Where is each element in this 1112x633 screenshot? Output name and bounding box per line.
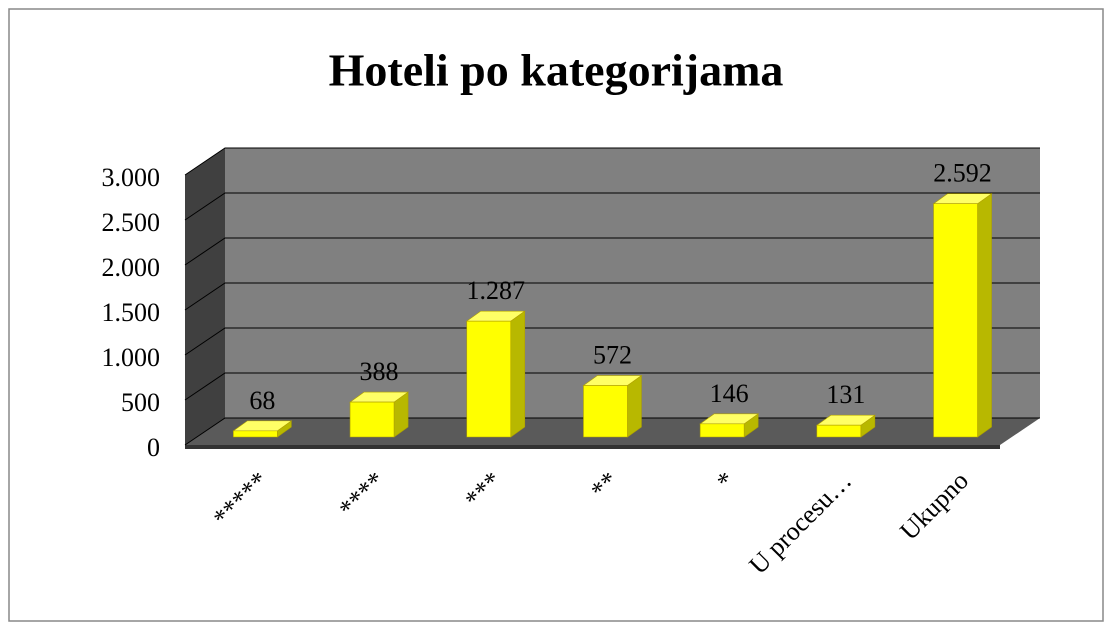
grid-line: [184, 237, 1040, 266]
grid-line: [184, 417, 1040, 446]
data-label: 131: [826, 380, 865, 409]
grid-line: [184, 327, 1040, 356]
grid-line: [184, 192, 1040, 221]
y-tick-label: 1.000: [102, 343, 161, 372]
bar-front: [466, 320, 512, 438]
floor-edge: [185, 445, 1000, 449]
grid-line: [184, 282, 1040, 311]
bar-front: [349, 401, 395, 438]
bar: [932, 193, 993, 438]
bar-side: [510, 310, 526, 438]
data-label: 2.592: [933, 159, 992, 188]
bar: [699, 413, 760, 438]
y-tick-label: 2.500: [102, 208, 161, 237]
bar-front: [233, 430, 278, 438]
y-tick-label: 500: [121, 388, 160, 417]
data-label: 146: [710, 379, 749, 408]
y-tick-label: 0: [147, 433, 160, 462]
bar: [465, 310, 526, 438]
bar: [232, 420, 293, 438]
data-label: 68: [249, 386, 275, 415]
grid-line: [184, 147, 1040, 176]
bar: [349, 391, 409, 438]
bar: [582, 374, 643, 438]
bar-front: [699, 423, 745, 438]
y-tick-label: 1.500: [102, 298, 161, 327]
y-tick-label: 2.000: [102, 253, 161, 282]
data-label: 388: [360, 357, 399, 386]
chart-title: Hoteli po kategorijama: [329, 45, 784, 96]
bar-front: [583, 385, 628, 438]
y-tick-label: 3.000: [102, 163, 161, 192]
bar-side: [627, 374, 642, 438]
bar: [815, 414, 876, 438]
bar-front: [816, 424, 862, 438]
bar-side: [977, 193, 992, 438]
grid-line: [184, 372, 1040, 401]
data-label: 572: [593, 340, 632, 369]
data-label: 1.287: [467, 276, 526, 305]
bar-front: [933, 203, 978, 438]
